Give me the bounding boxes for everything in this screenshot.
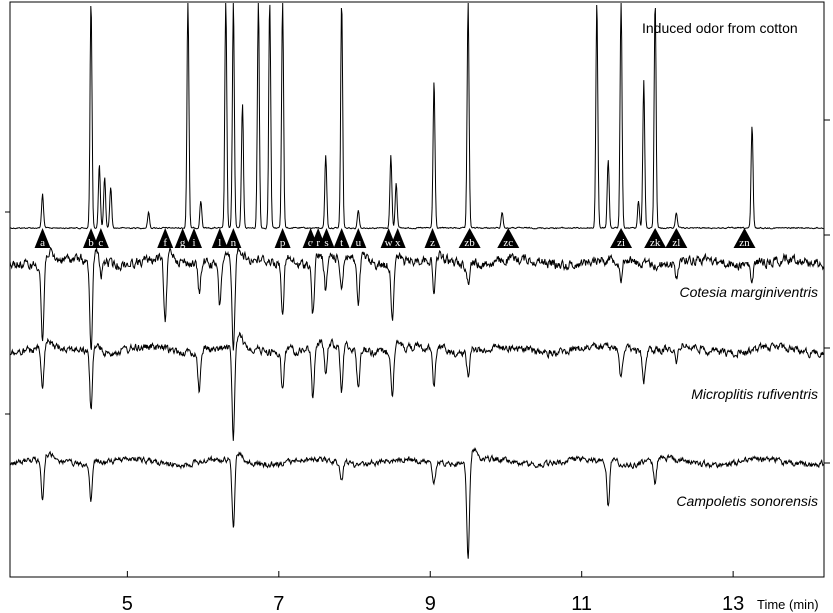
x-axis-label: Time (min)	[757, 597, 819, 612]
peak-marker-zn	[733, 228, 756, 248]
peak-marker-label-f: f	[163, 237, 167, 249]
peak-marker-label-c: c	[98, 237, 103, 249]
peak-marker-label-zc: zc	[503, 237, 513, 249]
peak-marker-label-r: r	[316, 237, 320, 249]
peak-marker-label-a: a	[40, 237, 45, 249]
peak-marker-z	[424, 228, 441, 248]
peak-marker-zk	[644, 228, 667, 248]
trace-1-line	[9, 245, 825, 351]
peak-marker-zi	[610, 228, 633, 248]
peak-marker-zc	[497, 228, 520, 248]
plot-border	[9, 1, 825, 578]
peak-marker-f	[157, 228, 174, 248]
peak-marker-n	[225, 228, 242, 248]
x-tick-label: 7	[273, 593, 284, 613]
x-axis-ticks: 5 7 9 11 13	[122, 571, 744, 613]
trace-label-induced-odor: Induced odor from cotton	[642, 20, 798, 36]
trace-2-line	[9, 331, 825, 441]
peak-marker-u	[350, 228, 367, 248]
x-tick-label: 11	[571, 593, 592, 613]
peak-marker-t	[333, 228, 350, 248]
peak-marker-p	[274, 228, 291, 248]
peak-marker-label-n: n	[231, 237, 237, 249]
peak-marker-label-l: l	[218, 237, 221, 249]
peak-marker-label-g: g	[180, 237, 186, 249]
trace-label-microplitis: Microplitis rufiventris	[691, 386, 818, 402]
peak-marker-label-b: b	[88, 237, 94, 249]
peak-marker-i	[186, 228, 203, 248]
peak-marker-label-z: z	[430, 237, 435, 249]
x-tick-label: 13	[722, 593, 744, 613]
peak-marker-a	[34, 228, 51, 248]
x-tick-label: 5	[122, 593, 133, 613]
peak-marker-label-w: w	[385, 237, 393, 249]
peak-marker-label-s: s	[324, 237, 328, 249]
peak-marker-label-q: q	[308, 237, 314, 249]
peak-marker-x	[389, 228, 406, 248]
peak-marker-zb	[458, 228, 481, 248]
peak-marker-zl	[665, 228, 688, 248]
trace-layer	[9, 2, 825, 559]
x-tick-label: 9	[425, 593, 436, 613]
peak-marker-label-t: t	[340, 237, 343, 249]
peak-marker-label-p: p	[280, 237, 286, 249]
peak-marker-label-i: i	[192, 237, 195, 249]
peak-marker-s	[318, 228, 335, 248]
peak-marker-label-zi: zi	[617, 237, 625, 249]
plot-frame	[5, 1, 830, 578]
peak-marker-label-zk: zk	[650, 237, 661, 249]
trace-0-line	[9, 2, 824, 230]
peak-marker-label-zl: zl	[672, 237, 680, 249]
label-layer: Induced odor from cotton Cotesia margini…	[642, 20, 819, 612]
peak-marker-label-zn: zn	[739, 237, 750, 249]
trace-3-line	[9, 447, 825, 559]
peak-marker-label-zb: zb	[464, 237, 475, 249]
peak-marker-label-u: u	[356, 237, 362, 249]
trace-label-campoletis: Campoletis sonorensis	[676, 493, 818, 509]
peak-marker-label-x: x	[395, 237, 401, 249]
peak-marker-l	[211, 228, 228, 248]
trace-label-cotesia: Cotesia marginiventris	[680, 284, 819, 300]
peak-marker-g	[174, 228, 191, 248]
marker-layer: a b c f g i l n p q r s t u w x z zb zc zi zk zl zn	[34, 228, 756, 249]
peak-marker-c	[92, 228, 109, 248]
